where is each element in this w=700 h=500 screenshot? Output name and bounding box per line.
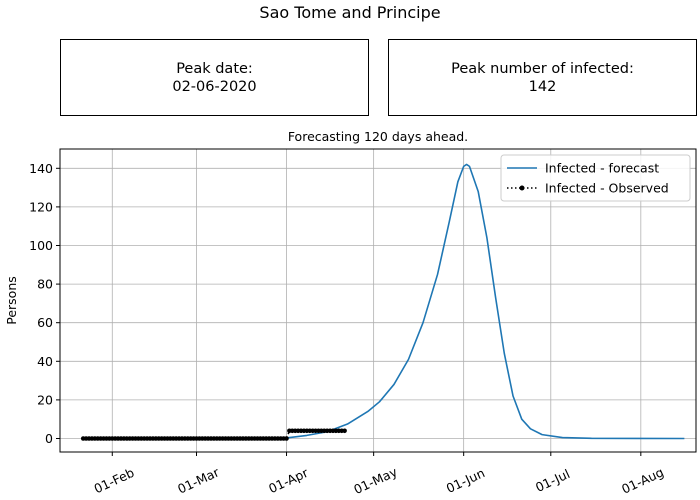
x-tick-label: 01-Mar — [175, 464, 222, 497]
peak-infected-label: Peak number of infected: — [451, 60, 634, 77]
legend-forecast-label: Infected - forecast — [545, 161, 659, 176]
y-tick-label: 120 — [29, 199, 53, 214]
peak-infected-value: 142 — [528, 78, 557, 95]
x-tick-label: 01-Apr — [266, 465, 311, 497]
legend-box — [500, 154, 691, 202]
figure-title: Sao Tome and Principe — [259, 3, 441, 22]
peak-infected-box: Peak number of infected: 142 — [388, 39, 697, 116]
series-forecast-line — [286, 163, 685, 440]
y-tick-label: 20 — [37, 392, 53, 407]
y-tick-label: 80 — [37, 277, 53, 292]
legend-observed-label: Infected - Observed — [545, 181, 669, 196]
x-tick-label: 01-May — [351, 464, 400, 497]
x-tick-label: 01-Jun — [444, 465, 487, 496]
y-tick-label: 40 — [37, 354, 53, 369]
x-tick-label: 01-Jul — [533, 466, 572, 495]
y-tick-label: 0 — [45, 431, 53, 446]
peak-date-label: Peak date: — [176, 60, 253, 77]
y-axis-label: Persons — [4, 276, 19, 325]
y-tick-label: 140 — [29, 161, 53, 176]
observed-point — [284, 436, 289, 441]
chart-title: Forecasting 120 days ahead. — [288, 129, 468, 144]
legend-observed-marker — [519, 185, 525, 191]
x-tick-label: 01-Aug — [619, 464, 666, 496]
y-tick-label: 100 — [29, 238, 53, 253]
peak-date-value: 02-06-2020 — [172, 78, 257, 95]
x-tick-label: 01-Feb — [92, 465, 137, 497]
plot-frame — [59, 148, 697, 453]
y-tick-label: 60 — [37, 315, 53, 330]
peak-date-box: Peak date: 02-06-2020 — [60, 39, 369, 116]
observed-point — [342, 428, 347, 434]
